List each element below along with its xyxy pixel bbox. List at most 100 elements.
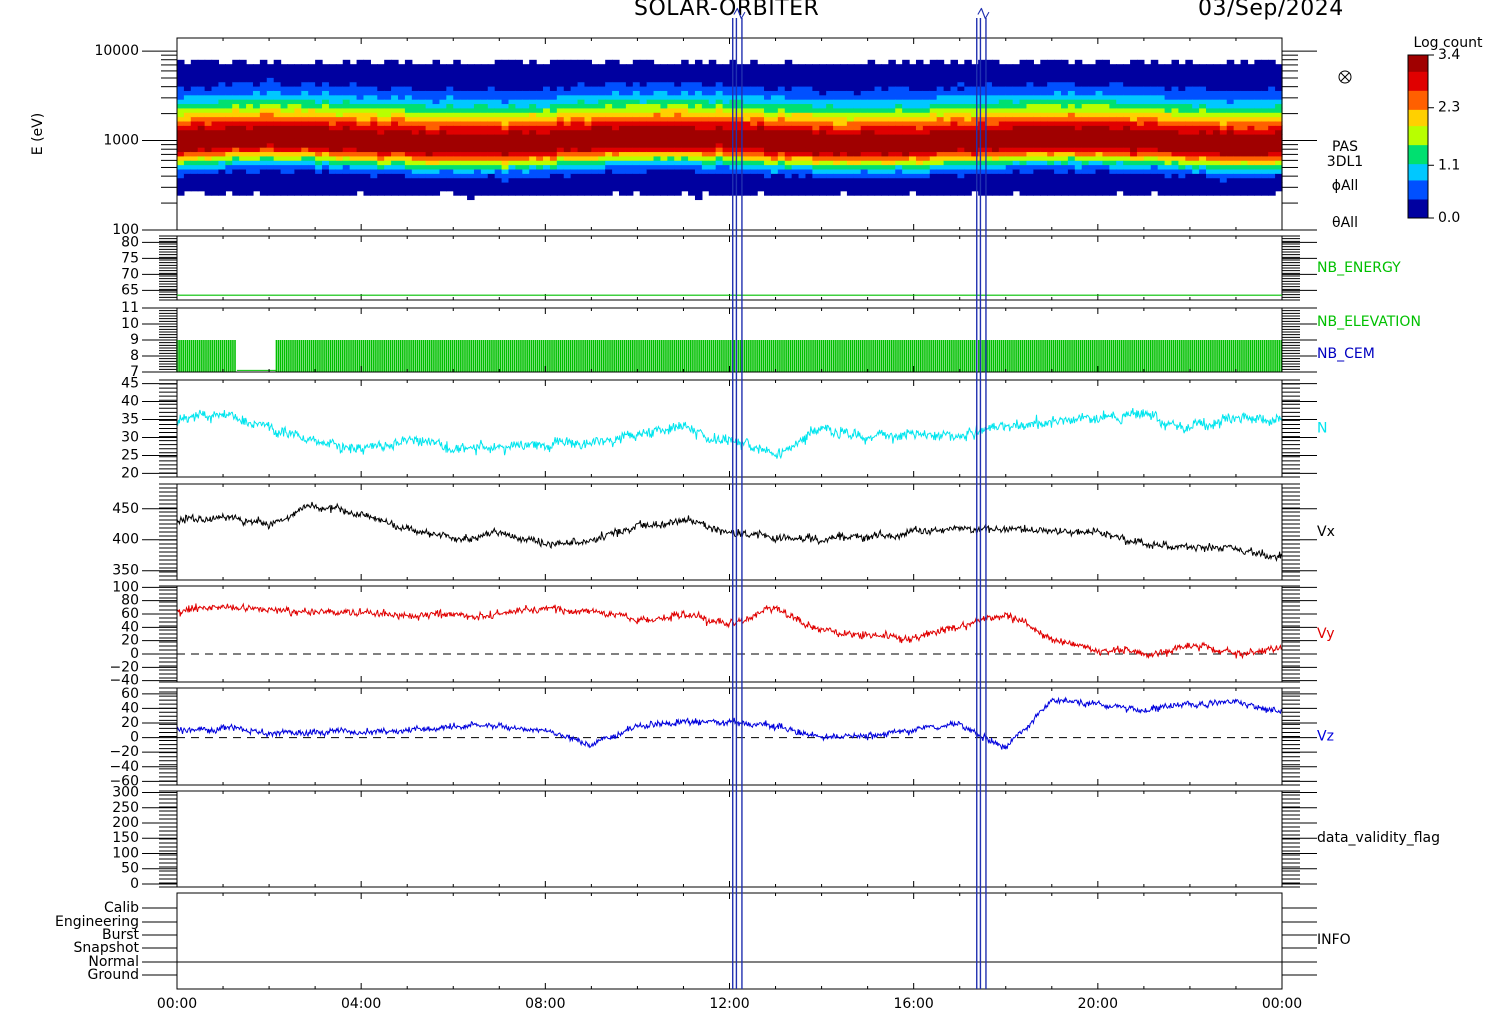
spectrogram-cell	[840, 77, 848, 83]
spectrogram-cell	[936, 134, 945, 139]
spectrogram-cell	[701, 147, 710, 153]
spectrogram-cell	[991, 160, 1000, 166]
spectrogram-cell	[1240, 138, 1249, 144]
spectrogram-cell	[239, 190, 247, 196]
spectrogram-cell	[259, 182, 268, 187]
spectrogram-cell	[349, 112, 358, 118]
spectrogram-cell	[750, 81, 758, 87]
spectrogram-cell	[246, 112, 254, 118]
spectrogram-cell	[653, 125, 662, 131]
spectrogram-cell	[377, 90, 385, 96]
spectrogram-cell	[909, 81, 917, 87]
spectrogram-cell	[660, 107, 668, 113]
spectrogram-cell	[1219, 77, 1228, 83]
spectrogram-cell	[342, 164, 351, 170]
spectrogram-cell	[625, 68, 634, 74]
spectrogram-cell	[812, 94, 820, 100]
spectrogram-cell	[322, 68, 330, 74]
spectrogram-cell	[805, 190, 813, 196]
spectrogram-cell	[322, 94, 330, 100]
spectrogram-cell	[860, 138, 869, 144]
spectrogram-cell	[1054, 81, 1062, 87]
spectrogram-cell	[1019, 186, 1028, 192]
spectrogram-cell	[1164, 134, 1173, 139]
spectrogram-cell	[328, 155, 337, 161]
spectrogram-cell	[653, 173, 662, 179]
spectrogram-cell	[943, 68, 952, 74]
spectrogram-cell	[570, 173, 579, 179]
spectrogram-cell	[308, 116, 316, 122]
spectrogram-cell	[902, 77, 910, 83]
spectrogram-cell	[266, 103, 275, 109]
spectrogram-cell	[315, 164, 323, 170]
spectrogram-cell	[522, 125, 530, 131]
spectrogram-cell	[1095, 186, 1104, 192]
spectrogram-cell	[204, 168, 213, 174]
spectrogram-cell	[1040, 155, 1048, 161]
spectrogram-cell	[183, 151, 192, 157]
spectrogram-cell	[598, 103, 606, 109]
spectrogram-cell	[480, 112, 489, 118]
spectrogram-cell	[1130, 182, 1138, 187]
spectrogram-cell	[688, 68, 696, 74]
spectrogram-cell	[902, 59, 910, 65]
spectrogram-cell	[881, 129, 889, 135]
spectrogram-cell	[1261, 168, 1269, 174]
spectrogram-cell	[501, 190, 510, 196]
spectrogram-cell	[1164, 64, 1173, 70]
spectrogram-cell	[467, 90, 475, 96]
spectrogram-cell	[391, 107, 399, 113]
spectrogram-cell	[867, 160, 876, 166]
spectrogram-cell	[204, 86, 213, 91]
spectrogram-cell	[826, 142, 834, 148]
spectrogram-cell	[998, 64, 1007, 70]
spectrogram-cell	[536, 168, 544, 174]
spectrogram-cell	[833, 64, 841, 70]
spectrogram-cell	[681, 86, 689, 91]
spectrogram-cell	[1171, 142, 1180, 148]
spectrogram-cell	[487, 90, 496, 96]
spectrogram-cell	[1150, 134, 1159, 139]
spectrogram-cell	[853, 190, 862, 196]
spectrogram-cell	[1081, 125, 1090, 131]
spectrogram-cell	[1033, 103, 1041, 109]
spectrogram-cell	[694, 120, 703, 126]
spectrogram-cell	[1247, 138, 1255, 144]
spectrogram-cell	[909, 151, 917, 157]
spectrogram-cell	[1047, 64, 1055, 70]
spectrogram-cell	[280, 190, 289, 196]
spectrogram-cell	[356, 177, 365, 183]
spectrogram-cell	[915, 155, 924, 161]
spectrogram-cell	[1067, 134, 1076, 139]
spectrogram-cell	[487, 147, 496, 153]
spectrogram-cell	[577, 186, 586, 192]
spectrogram-cell	[646, 164, 655, 170]
spectrogram-cell	[998, 120, 1007, 126]
spectrogram-cell	[1171, 68, 1180, 74]
spectrogram-cell	[411, 147, 420, 153]
spectrogram-cell	[1123, 64, 1131, 70]
spectrogram-cell	[232, 134, 240, 139]
spectrogram-cell	[812, 129, 820, 135]
spectrogram-cell	[777, 81, 786, 87]
spectrogram-cell	[1005, 112, 1014, 118]
spectrogram-cell	[377, 64, 385, 70]
spectrogram-cell	[853, 103, 862, 109]
spectrogram-cell	[998, 103, 1007, 109]
spectrogram-ytick-label: 100	[112, 222, 139, 238]
spectrogram-cell	[764, 182, 772, 187]
spectrogram-cell	[1019, 94, 1028, 100]
spectrogram-cell	[204, 134, 213, 139]
spectrogram-cell	[1157, 107, 1166, 113]
spectrogram-cell	[1005, 94, 1014, 100]
spectrogram-cell	[819, 64, 827, 70]
spectrogram-cell	[453, 72, 461, 78]
spectrogram-cell	[308, 68, 316, 74]
spectrogram-cell	[342, 147, 351, 153]
spectrogram-cell	[377, 99, 385, 105]
spectrogram-cell	[563, 64, 572, 70]
spectrogram-cell	[625, 107, 634, 113]
spectrogram-cell	[1095, 116, 1104, 122]
spectrogram-cell	[259, 125, 268, 131]
spectrogram-cell	[294, 160, 302, 166]
